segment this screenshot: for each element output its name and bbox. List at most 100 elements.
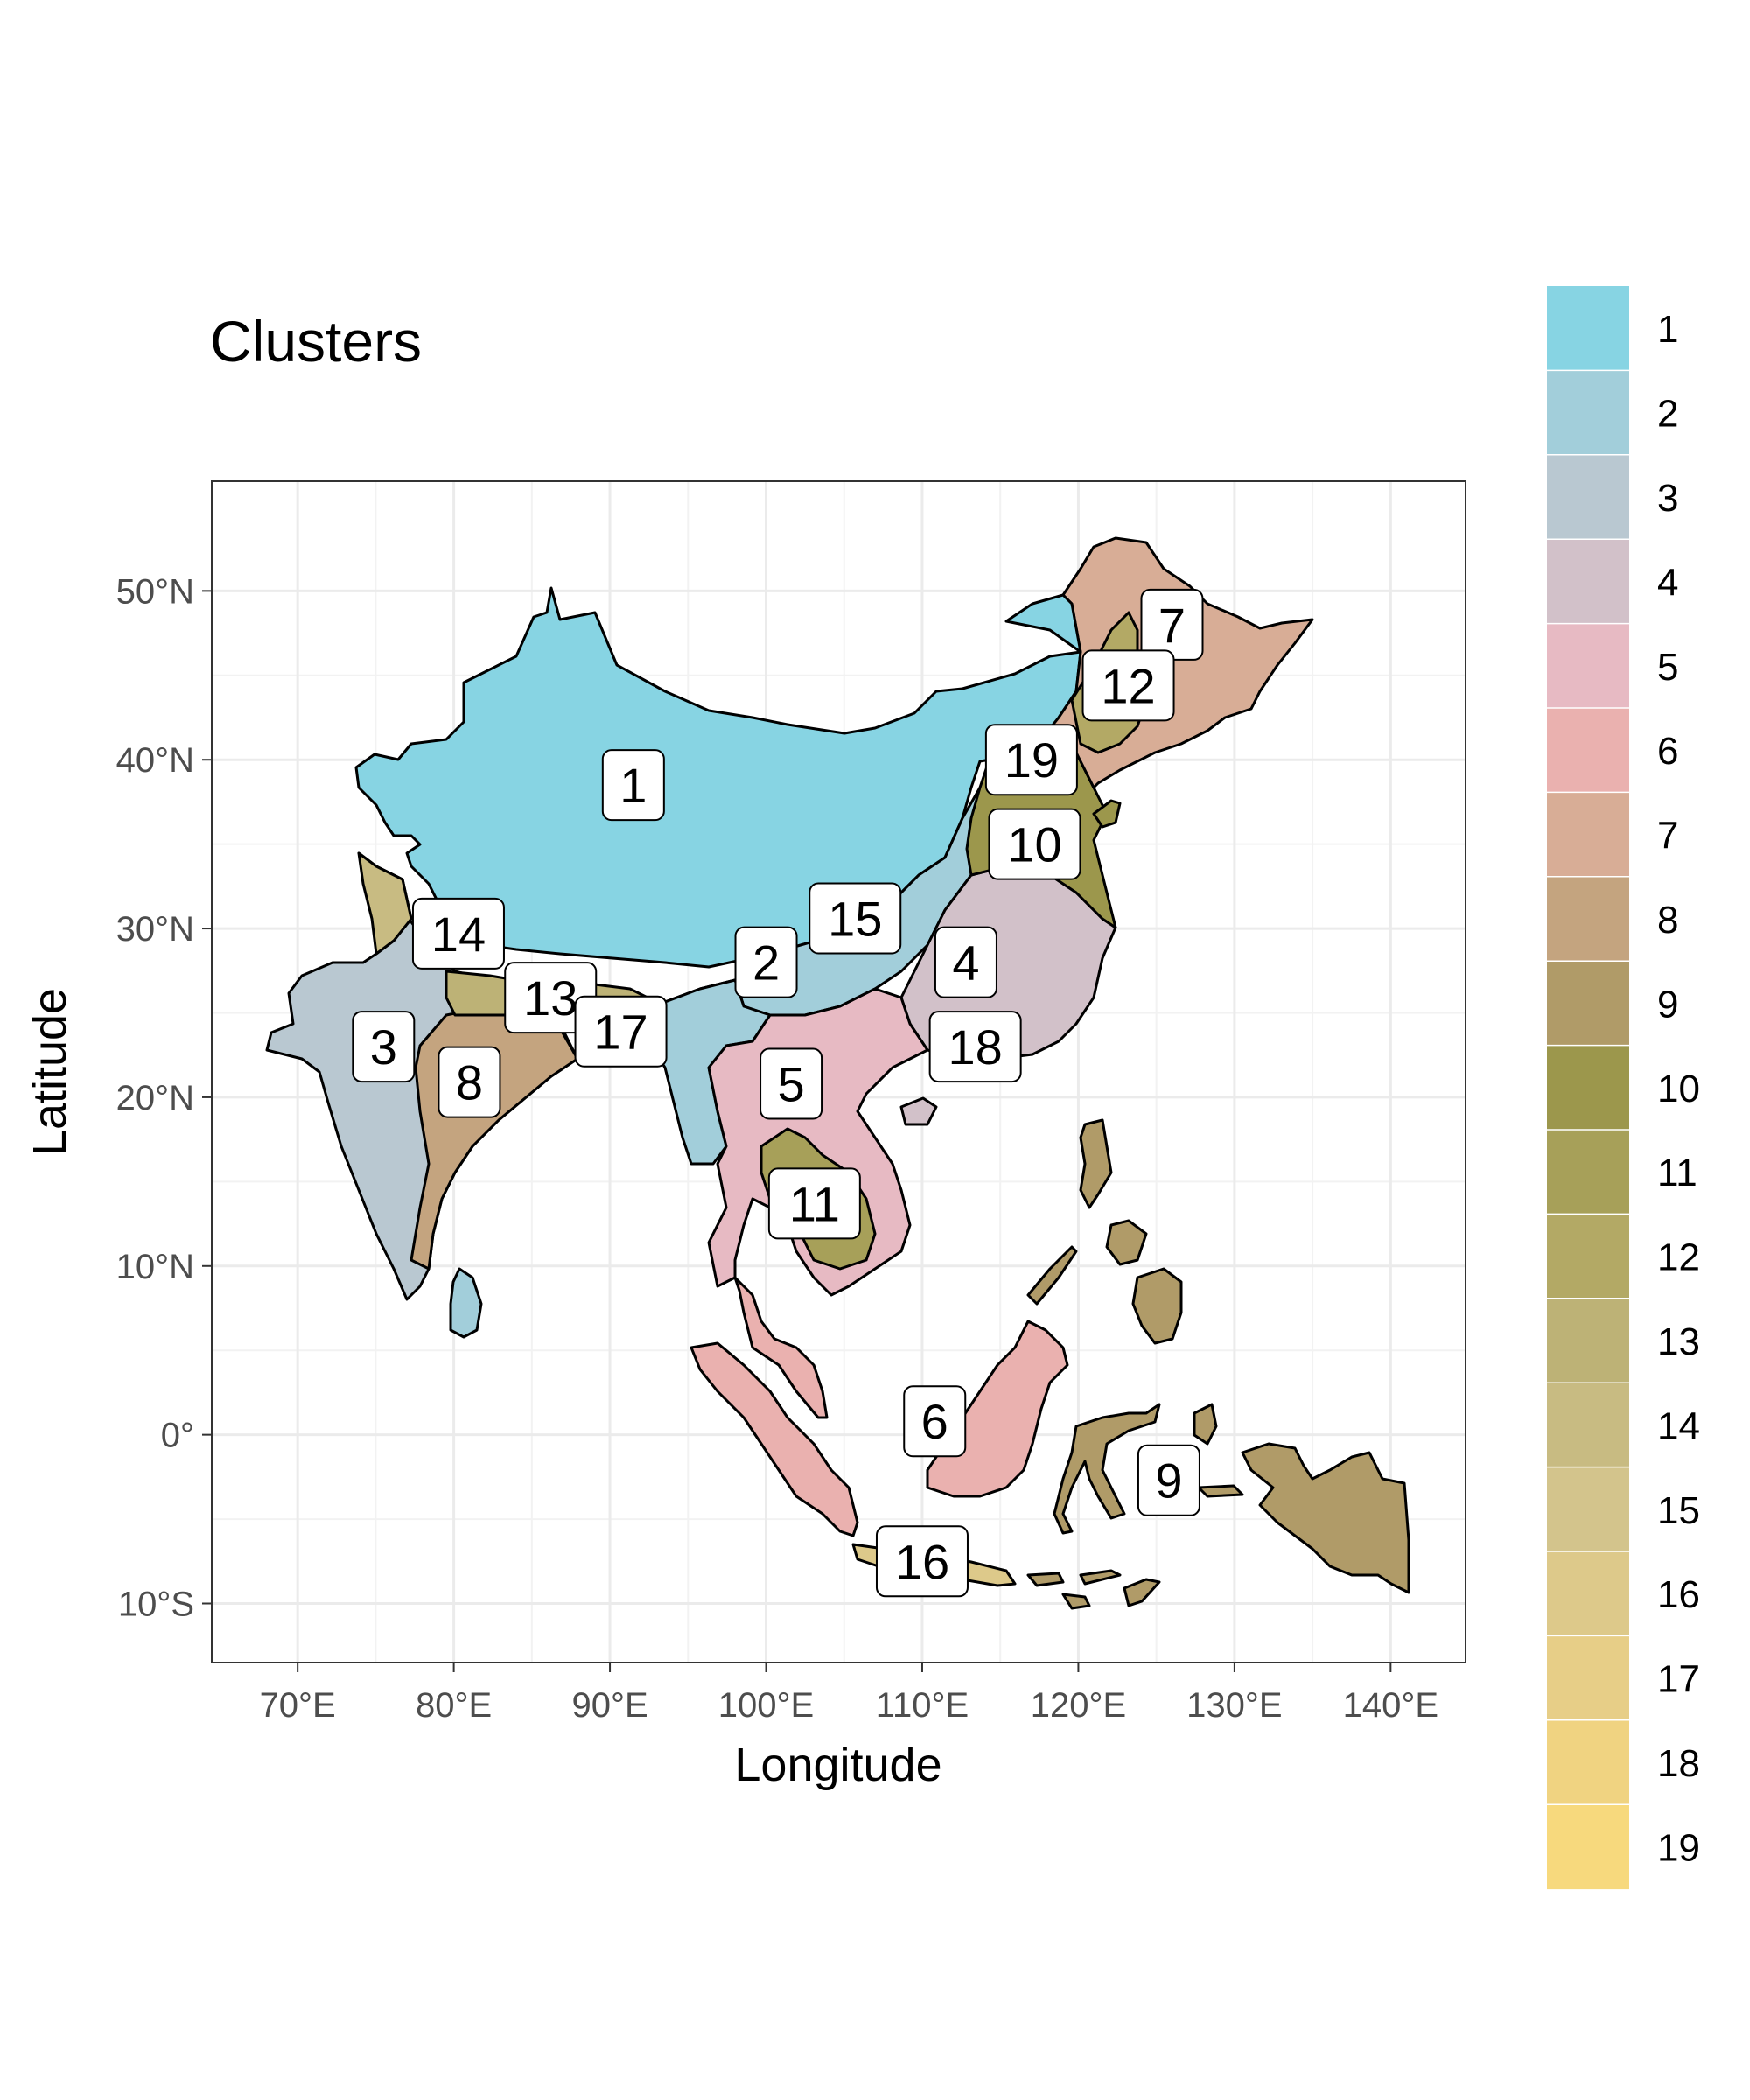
legend-swatch	[1547, 961, 1629, 1046]
cluster-label: 9	[1137, 1444, 1200, 1516]
cluster-label-text: 4	[952, 935, 979, 990]
legend-label: 7	[1657, 815, 1678, 858]
x-tick-label: 90°E	[571, 1686, 648, 1725]
legend-swatch	[1547, 1551, 1629, 1636]
legend-label: 17	[1657, 1658, 1700, 1701]
legend-swatch	[1547, 792, 1629, 878]
cluster-label-box	[984, 724, 1078, 796]
region-flores	[1079, 1569, 1122, 1586]
cluster-label: 10	[988, 808, 1082, 880]
cluster-label-text: 1	[620, 758, 647, 813]
y-tick-label: 10°N	[116, 1248, 194, 1286]
cluster-label: 4	[934, 926, 998, 998]
legend-swatch	[1547, 539, 1629, 625]
y-tick-label: 30°N	[116, 910, 194, 948]
cluster-label-text: 17	[593, 1004, 648, 1060]
legend-label: 13	[1657, 1320, 1700, 1363]
cluster-label: 1	[601, 749, 665, 822]
cluster-label: 6	[903, 1385, 967, 1458]
map-title: Clusters	[210, 309, 422, 374]
region-hainan	[900, 1096, 938, 1126]
x-tick-label: 140°E	[1343, 1686, 1438, 1725]
x-tick-label: 80°E	[416, 1686, 492, 1725]
region-sri-lanka	[449, 1267, 483, 1339]
cluster-label-box	[928, 1011, 1022, 1083]
panel-border	[211, 480, 1466, 1663]
region-northwest-india	[357, 851, 413, 956]
cluster-label-box	[574, 995, 668, 1068]
legend-swatch	[1547, 370, 1629, 456]
cluster-label-box	[352, 1011, 416, 1083]
y-tick-label: 50°N	[116, 572, 194, 611]
cluster-label-box	[767, 1167, 861, 1240]
y-axis-title: Latitude	[24, 988, 76, 1156]
cluster-label-box	[875, 1525, 969, 1598]
legend-label: 12	[1657, 1236, 1700, 1279]
region-philippines-luzon	[1079, 1118, 1113, 1209]
legend-label: 6	[1657, 730, 1678, 773]
legend-swatch	[1547, 1045, 1629, 1130]
cluster-label-box	[411, 897, 505, 970]
legend-label: 1	[1657, 308, 1678, 351]
legend-label: 3	[1657, 477, 1678, 520]
legend-swatch	[1547, 1298, 1629, 1383]
x-tick-label: 120°E	[1031, 1686, 1126, 1725]
legend-label: 8	[1657, 899, 1678, 942]
cluster-label-box	[808, 882, 902, 955]
cluster-label-text: 7	[1158, 598, 1186, 653]
legend-swatch	[1547, 1382, 1629, 1468]
legend-label: 14	[1657, 1404, 1700, 1447]
cluster-label-box	[734, 926, 798, 998]
legend-swatch	[1547, 876, 1629, 962]
cluster-label: 17	[574, 995, 668, 1068]
region-malay-peninsula	[733, 1276, 829, 1419]
y-axis: 50°N 40°N 30°N 20°N 10°N 0° 10°S	[116, 572, 212, 1624]
region-mongolia-tip	[1004, 593, 1082, 654]
legend-swatch	[1547, 286, 1629, 371]
y-tick-label: 20°N	[116, 1079, 194, 1117]
legend-label: 5	[1657, 646, 1678, 689]
cluster-label-text: 12	[1101, 658, 1155, 713]
cluster-label: 12	[1082, 649, 1175, 722]
legend-swatch	[1547, 623, 1629, 709]
region-timor	[1123, 1578, 1161, 1607]
region-sulawesi	[1053, 1403, 1161, 1535]
x-axis-title: Longitude	[734, 1739, 942, 1791]
legend-label: 11	[1657, 1152, 1698, 1194]
cluster-label-text: 13	[523, 970, 578, 1026]
cluster-label: 19	[984, 724, 1078, 796]
cluster-label: 14	[411, 897, 505, 970]
cluster-label: 16	[875, 1525, 969, 1598]
legend-label: 10	[1657, 1068, 1700, 1110]
cluster-label-text: 15	[828, 892, 882, 947]
legend-label: 4	[1657, 561, 1678, 604]
cluster-label-text: 19	[1004, 732, 1059, 788]
legend-swatch	[1547, 708, 1629, 793]
cluster-label-text: 11	[789, 1176, 840, 1231]
cluster-label: 11	[767, 1167, 861, 1240]
region-sumba	[1061, 1592, 1091, 1610]
legend-label: 2	[1657, 393, 1678, 436]
cluster-label-text: 2	[752, 935, 780, 990]
region-seram	[1197, 1484, 1244, 1498]
cluster-label-box	[760, 1047, 823, 1120]
cluster-label-box	[1137, 1444, 1200, 1516]
x-tick-label: 100°E	[718, 1686, 814, 1725]
cluster-label: 2	[734, 926, 798, 998]
legend-swatch	[1547, 454, 1629, 540]
region-palawan	[1026, 1245, 1078, 1306]
cluster-label: 3	[352, 1011, 416, 1083]
cluster-label-box	[1082, 649, 1175, 722]
cluster-label: 7	[1140, 588, 1204, 661]
legend-label: 18	[1657, 1742, 1700, 1785]
region-lesser-sunda	[1026, 1572, 1065, 1587]
x-tick-label: 110°E	[876, 1686, 969, 1725]
cluster-label-box	[438, 1046, 501, 1118]
legend-swatch	[1547, 1466, 1629, 1552]
cluster-label-text: 6	[921, 1394, 948, 1449]
legend-swatch	[1547, 1635, 1629, 1721]
cluster-label-text: 5	[777, 1057, 804, 1112]
region-new-guinea	[1241, 1442, 1410, 1594]
